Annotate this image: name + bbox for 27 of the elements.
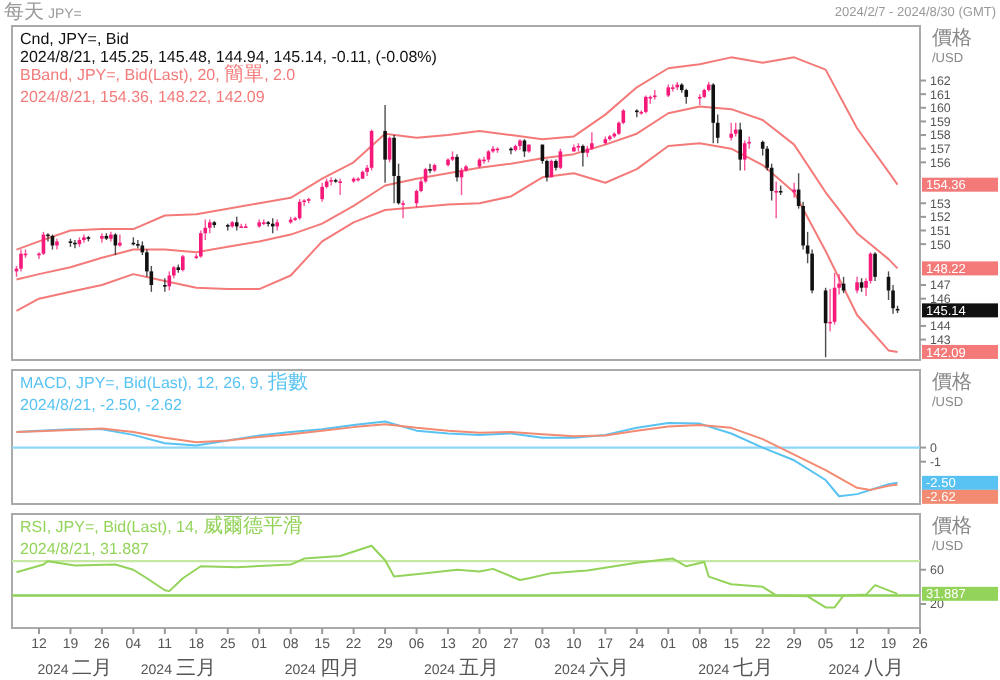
- annotation: 2024/8/21, 154.36, 148.22, 142.09: [20, 88, 266, 106]
- candlestick: [383, 104, 387, 184]
- candlestick: [392, 134, 396, 204]
- candlestick: [581, 143, 585, 168]
- candlestick: [100, 232, 104, 244]
- candlestick: [19, 248, 23, 273]
- candlestick: [428, 162, 432, 174]
- candlestick: [338, 177, 342, 196]
- candlestick: [774, 180, 778, 219]
- candlestick: [711, 82, 716, 144]
- candlestick: [55, 237, 59, 251]
- line-series: [15, 142, 899, 353]
- annotation: BBand, JPY=, Bid(Last), 20, 簡單, 2.0: [20, 62, 297, 86]
- candlestick: [401, 199, 405, 219]
- text: 2024/8/21, -2.50, -2.62: [20, 396, 183, 414]
- candlestick: [163, 277, 167, 293]
- candlestick: [738, 122, 742, 172]
- chart-title: RSI, JPY=, Bid(Last), 14, 威爾德平滑: [20, 514, 303, 538]
- line-series: [15, 105, 899, 281]
- text: 2024/8/21, 31.887: [20, 540, 151, 558]
- candlestick: [320, 182, 324, 203]
- candlestick: [590, 131, 594, 151]
- text: 2024/8/21, 145.25, 145.48, 144.94, 145.14, -0.11, (-0.08%): [20, 48, 438, 66]
- chart-title: MACD, JPY=, Bid(Last), 12, 26, 9, 指數: [20, 370, 308, 394]
- candlestick: [455, 153, 459, 183]
- chart-title: Cnd, JPY=, Bid: [20, 30, 129, 48]
- candlestick: [873, 251, 877, 282]
